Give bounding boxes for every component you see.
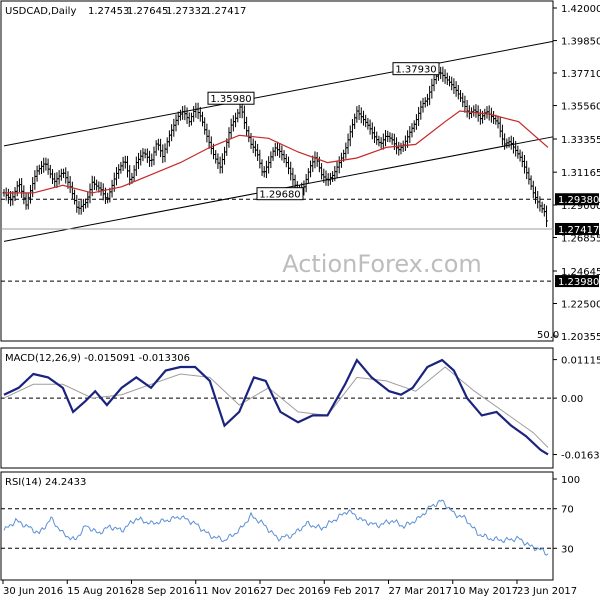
y-tick-label: 1.39850: [561, 37, 600, 48]
price-series: 1.35980 1.37930 1.29680: [1, 40, 554, 282]
macd-y-tick-label: 0.011155: [561, 356, 600, 367]
annotation-box-0: [207, 91, 255, 105]
x-tick-label: 15 Aug 2016: [67, 586, 131, 597]
y-tick-label: 1.26855: [561, 234, 600, 245]
macd-y-tick-label: -0.016341: [561, 451, 600, 462]
y-tick-label: 1.31165: [561, 168, 600, 179]
y-tick-label: 1.24645: [561, 267, 600, 278]
y-tick-label: 1.20355: [561, 332, 600, 343]
macd-panel: [0, 347, 554, 469]
level-axis-box-1: [555, 275, 599, 288]
macd-signal-line: [3, 366, 549, 448]
ohlc-low: 1.27332: [166, 6, 207, 17]
ma-period-label: 50.0: [537, 330, 559, 341]
annotation-label-0: 1.35980: [210, 94, 251, 105]
rsi-y-tick-label: 100: [561, 475, 580, 486]
x-tick-label: 28 Sep 2016: [132, 586, 195, 597]
x-tick-label: 27 Dec 2016: [260, 586, 324, 597]
macd-y-axis: 0.011155 0.00 -0.016341: [553, 356, 600, 462]
rsi-y-tick-label: 70: [561, 505, 574, 516]
y-tick-label: 1.42000: [561, 4, 600, 15]
ohlc-close: 1.27417: [205, 6, 246, 17]
level-axis-label-1: 1.23980: [558, 277, 599, 288]
macd-series: [1, 358, 553, 456]
price-y-axis: 1.42000 1.39850 1.37710 1.35560 1.33355 1.311…: [553, 4, 600, 343]
y-tick-label: 1.33355: [561, 135, 600, 146]
x-tick-label: 9 Feb 2017: [324, 586, 380, 597]
x-tick-label: 27 Mar 2017: [389, 586, 452, 597]
annotation-label-2: 1.29680: [259, 190, 300, 201]
y-tick-label: 1.29000: [561, 201, 600, 212]
watermark: ActionForex.com: [282, 250, 482, 278]
y-tick-label: 1.22500: [561, 299, 600, 310]
rsi-title: RSI(14) 24.2433: [5, 477, 86, 488]
rsi-y-axis: 100 70 30: [553, 475, 580, 555]
annotation-label-1: 1.37930: [395, 65, 436, 76]
moving-average-line: [4, 110, 549, 194]
macd-y-tick-label: 0.00: [561, 394, 583, 405]
y-tick-label: 1.37710: [561, 69, 600, 80]
level-axis-label-0: 1.29380: [558, 195, 599, 206]
ohlc-open: 1.27453: [88, 6, 129, 17]
price-header: USDCAD,Daily 1.27453 1.27645 1.27332 1.2…: [5, 6, 246, 17]
macd-title: MACD(12,26,9) -0.015091 -0.013306: [5, 353, 190, 364]
rsi-line: [3, 499, 549, 556]
price-panel: [0, 0, 554, 342]
y-tick-label: 1.35560: [561, 102, 600, 113]
x-axis: 30 Jun 2016 15 Aug 2016 28 Sep 2016 11 Nov …: [2, 580, 577, 597]
ohlc-high: 1.27645: [127, 6, 168, 17]
price-title: USDCAD,Daily: [5, 6, 76, 17]
annotation-box-1: [392, 62, 440, 76]
channel-upper-line: [3, 40, 554, 147]
last-close-axis-box: [555, 222, 599, 235]
annotation-box-2: [256, 187, 304, 201]
x-tick-label: 23 Jun 2017: [517, 586, 577, 597]
macd-line: [3, 358, 549, 456]
rsi-panel: [0, 471, 554, 581]
last-close-axis-label: 1.27417: [558, 225, 599, 236]
x-tick-label: 30 Jun 2016: [3, 586, 63, 597]
rsi-series: [1, 499, 553, 556]
x-tick-label: 11 Nov 2016: [196, 586, 260, 597]
rsi-y-tick-label: 30: [561, 544, 574, 555]
level-axis-box-0: [555, 193, 599, 206]
x-tick-label: 10 May 2017: [453, 586, 518, 597]
